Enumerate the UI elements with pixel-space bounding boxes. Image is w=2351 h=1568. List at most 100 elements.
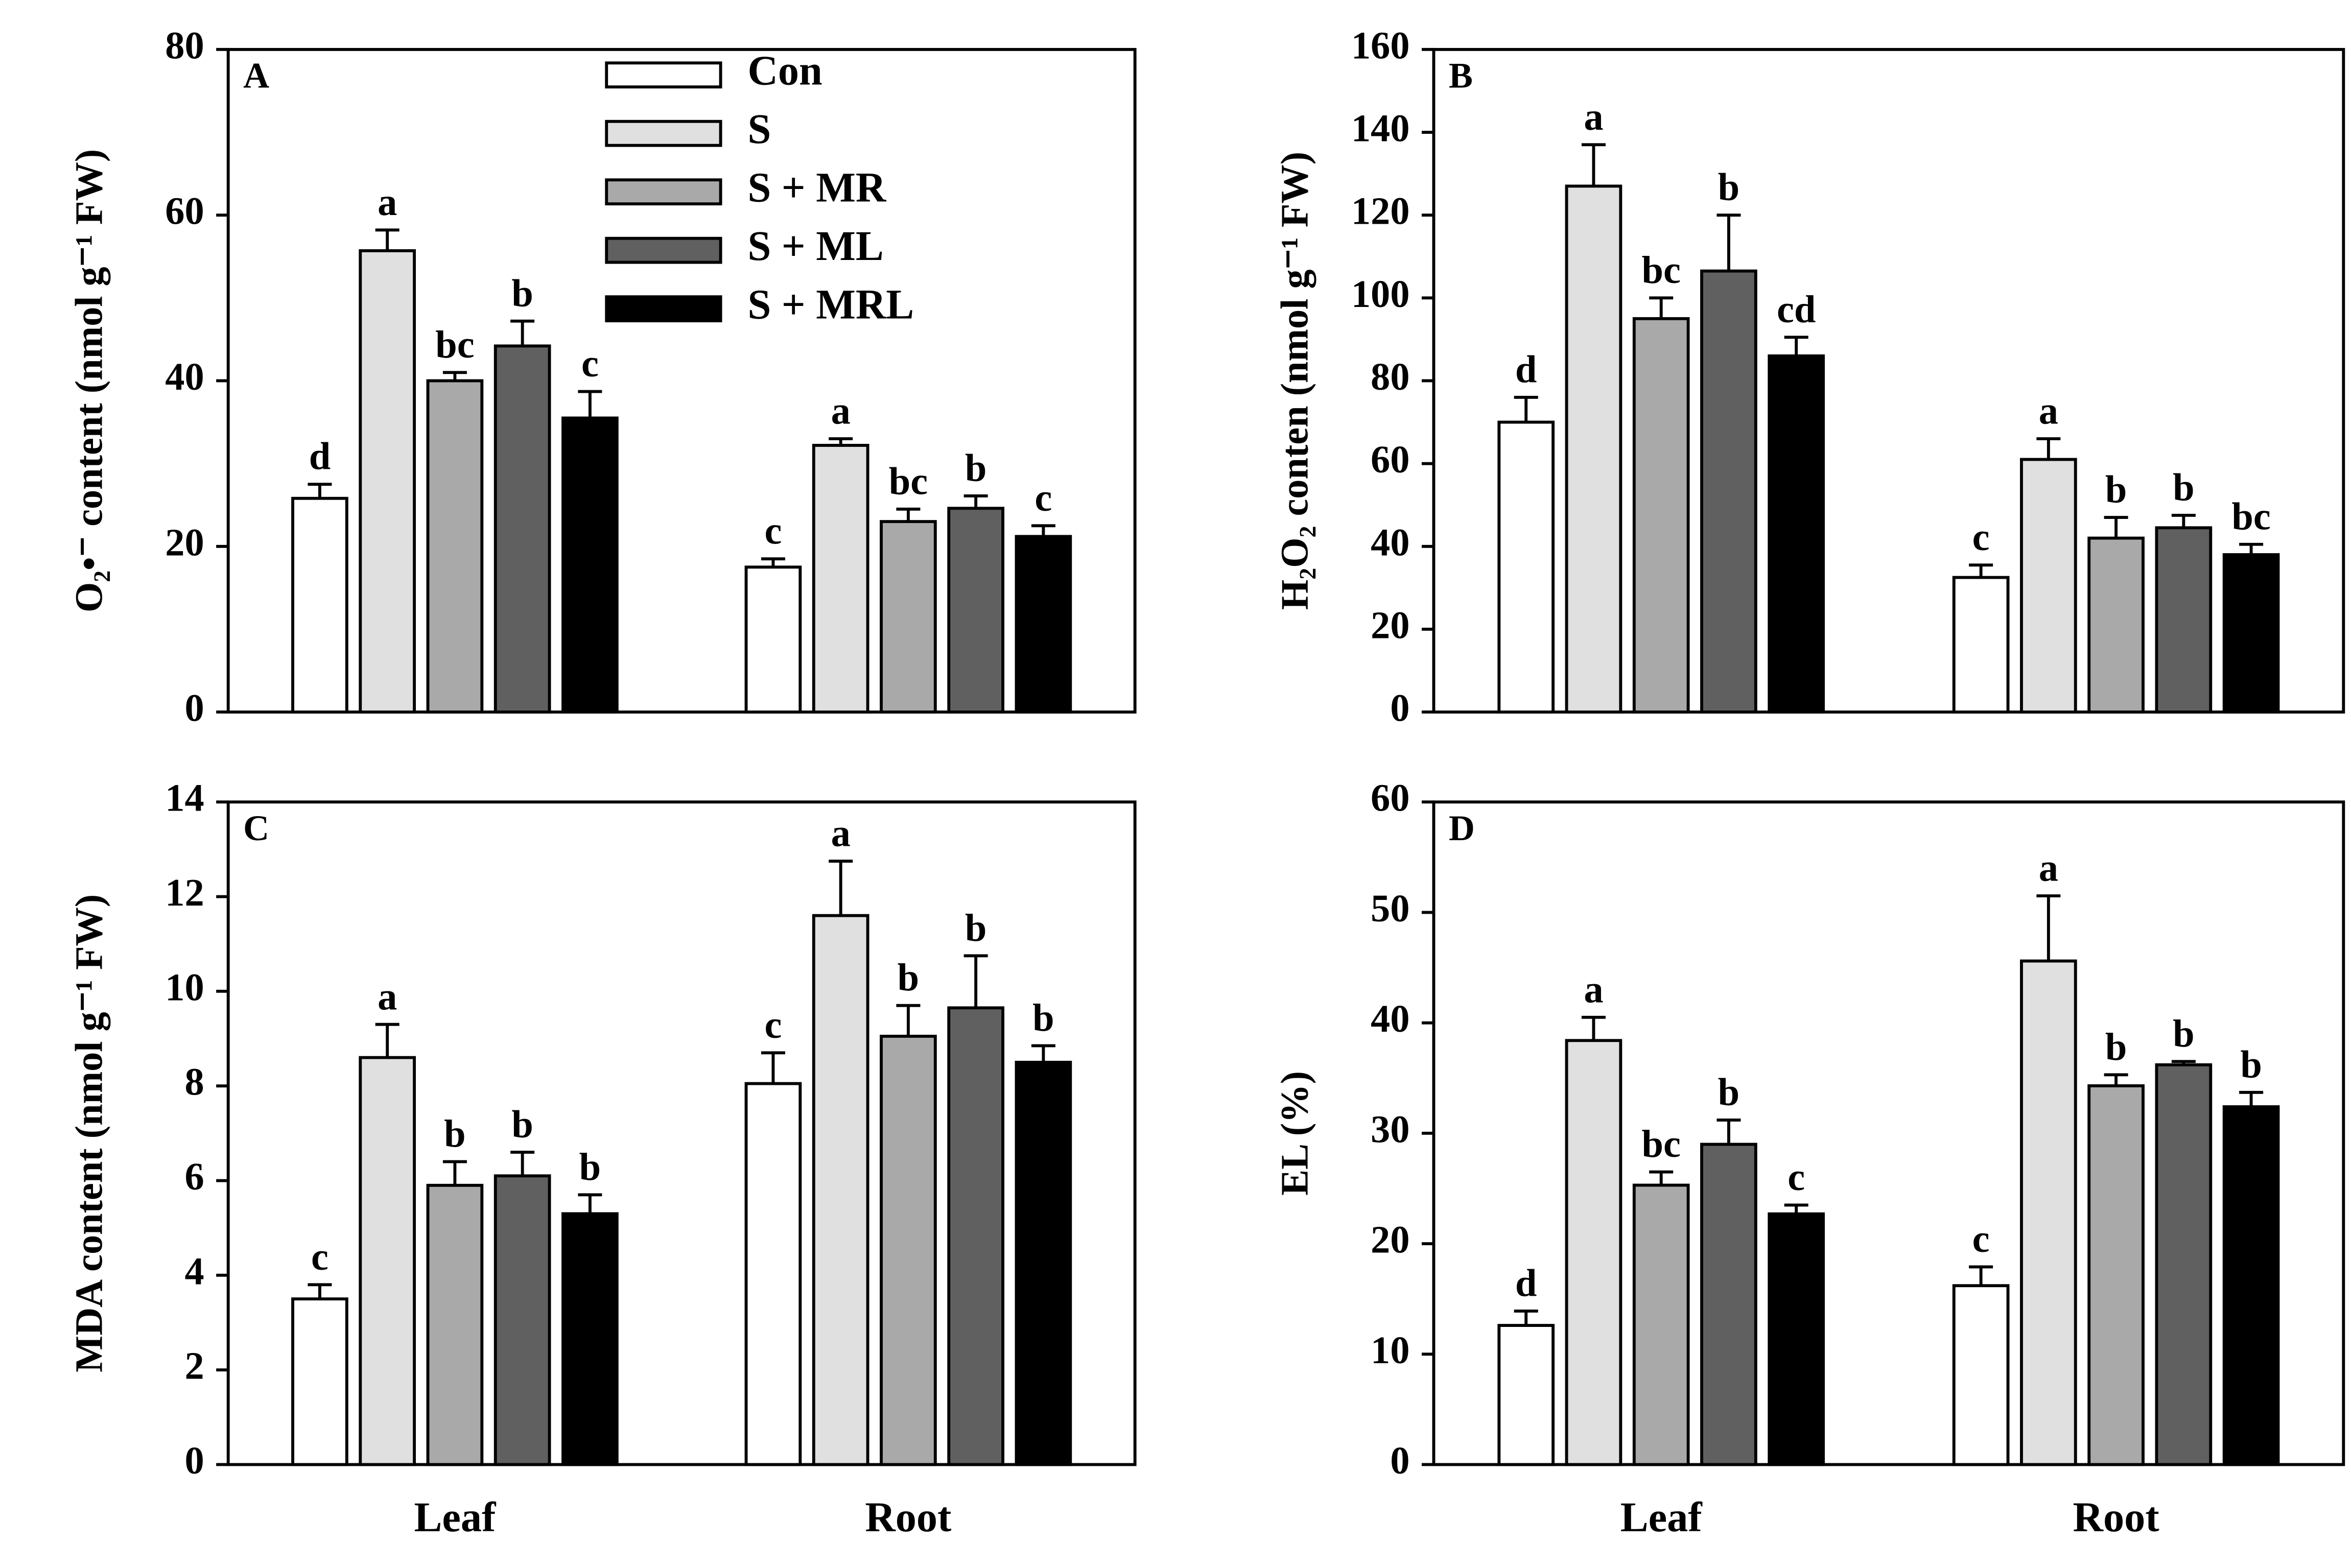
bar: [561, 416, 619, 714]
y-tick-label: 40: [1371, 520, 1409, 564]
y-tick-label: 120: [1351, 189, 1410, 233]
bar: [744, 1082, 802, 1466]
legend-label: S + MRL: [747, 281, 914, 328]
bar: [2222, 1105, 2280, 1466]
significance-label: cd: [1777, 288, 1816, 331]
panel: A 0 20 40 60 80 O₂•⁻ content (nmol g⁻¹ FW) d c a a…: [67, 23, 1137, 730]
bar: [2020, 959, 2077, 1466]
bar: [1632, 1183, 1690, 1466]
significance-label: a: [2039, 846, 2058, 890]
significance-label: b: [1032, 996, 1054, 1039]
y-tick-label: 30: [1371, 1107, 1409, 1151]
bar: [1497, 420, 1555, 714]
legend-swatch: [605, 120, 722, 147]
significance-label: c: [311, 1235, 328, 1278]
bar: [1768, 354, 1825, 714]
legend-label: Con: [747, 47, 822, 94]
bar: [1700, 1143, 1757, 1466]
legend-label: S + MR: [747, 164, 886, 211]
significance-label: c: [1035, 476, 1052, 519]
y-tick-label: 140: [1351, 107, 1410, 150]
bar: [493, 344, 551, 714]
y-tick-label: 0: [184, 1439, 204, 1482]
plot-frame: [1432, 800, 2345, 1466]
y-tick-label: 100: [1351, 272, 1410, 316]
y-axis-label: MDA content (nmol g⁻¹ FW): [67, 894, 111, 1372]
significance-label: bc: [1641, 248, 1680, 292]
bar: [1497, 1324, 1555, 1466]
y-tick-label: 14: [165, 776, 204, 820]
y-tick-label: 60: [1371, 438, 1409, 481]
y-tick-label: 4: [184, 1249, 204, 1293]
bar: [1952, 576, 2010, 714]
bar: [812, 444, 869, 714]
y-tick-label: 10: [165, 965, 204, 1009]
y-tick-label: 6: [184, 1155, 204, 1198]
y-tick-label: 20: [1371, 1218, 1409, 1262]
significance-label: bc: [889, 459, 928, 503]
plot-frame: [1432, 47, 2345, 714]
bar: [291, 496, 348, 714]
significance-label: a: [831, 389, 851, 433]
significance-label: a: [831, 812, 851, 855]
bar: [947, 507, 1004, 714]
panel: B 0 20 40 60 80 100 120 140 160 H₂O₂ conten (nmol …: [1273, 23, 2345, 730]
significance-label: b: [1718, 165, 1739, 209]
bar: [744, 565, 802, 714]
bar: [2222, 553, 2280, 714]
significance-label: bc: [2231, 494, 2270, 538]
significance-label: a: [2039, 389, 2058, 433]
x-tick-label: Leaf: [414, 1494, 497, 1540]
significance-label: d: [1515, 348, 1537, 391]
significance-label: b: [2173, 1012, 2194, 1055]
significance-label: b: [511, 1103, 533, 1146]
bar: [1565, 184, 1623, 714]
bar: [947, 1006, 1004, 1466]
y-tick-label: 20: [165, 520, 204, 564]
significance-label: b: [511, 271, 533, 315]
significance-label: b: [579, 1145, 601, 1189]
bar: [1952, 1284, 2010, 1466]
significance-label: bc: [1641, 1122, 1680, 1166]
y-tick-label: 12: [165, 871, 204, 914]
y-tick-label: 0: [1390, 686, 1409, 730]
y-tick-label: 80: [1371, 355, 1409, 398]
plot-frame: [226, 800, 1137, 1466]
significance-label: b: [2105, 1025, 2127, 1068]
significance-label: d: [1515, 1262, 1537, 1305]
bar: [359, 1056, 416, 1466]
y-axis-label: EL (%): [1273, 1071, 1316, 1196]
panel-label: B: [1449, 56, 1473, 96]
significance-label: c: [581, 342, 599, 385]
bar: [880, 1034, 937, 1466]
y-tick-label: 40: [1371, 997, 1409, 1040]
y-tick-label: 2: [184, 1344, 204, 1388]
panel-label: A: [243, 56, 269, 96]
y-tick-label: 0: [1390, 1439, 1409, 1482]
legend-label: S + ML: [747, 223, 883, 269]
x-tick-label: Root: [865, 1494, 952, 1540]
bar: [1632, 317, 1690, 714]
bar: [880, 520, 937, 714]
significance-label: a: [378, 180, 397, 224]
legend-swatch: [605, 178, 722, 206]
significance-label: a: [378, 975, 397, 1018]
legend-swatch: [605, 295, 722, 323]
y-tick-label: 8: [184, 1060, 204, 1104]
y-tick-label: 0: [184, 686, 204, 730]
y-axis-label: H₂O₂ conten (nmol g⁻¹ FW): [1273, 152, 1316, 610]
bar: [493, 1174, 551, 1466]
bar: [2087, 1084, 2145, 1466]
significance-label: b: [444, 1112, 465, 1155]
significance-label: c: [764, 509, 782, 553]
bar: [561, 1212, 619, 1466]
y-tick-label: 60: [1371, 776, 1409, 820]
significance-label: b: [2240, 1042, 2262, 1086]
bar: [2155, 526, 2213, 714]
legend-label: S: [747, 106, 771, 152]
y-tick-label: 50: [1371, 887, 1409, 930]
bar: [1015, 535, 1072, 714]
